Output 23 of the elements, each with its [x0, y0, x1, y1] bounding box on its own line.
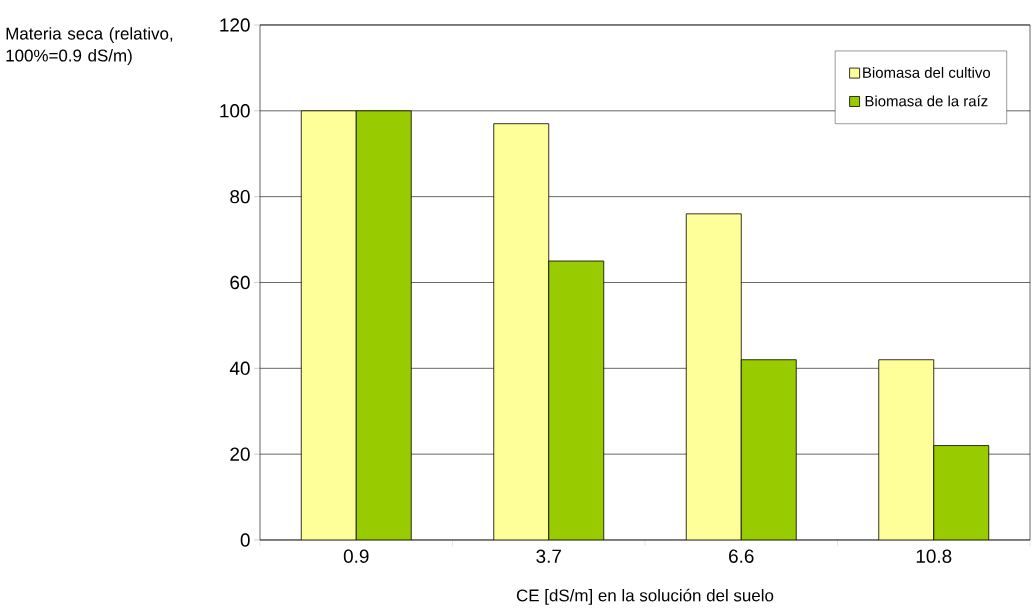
y-axis-title: Materia seca (relativo, 100%=0.9 dS/m): [6, 27, 173, 65]
bar: [300, 110, 357, 540]
y-tick-label: 0: [240, 533, 250, 547]
x-tick-label: 0.9: [343, 549, 369, 563]
bar: [933, 445, 990, 540]
bar: [878, 359, 935, 540]
x-tick-label: 6.6: [729, 549, 754, 563]
x-tick-label: 10.8: [916, 549, 952, 563]
y-tick-label: 60: [230, 275, 250, 290]
bar: [548, 260, 605, 540]
y-tick-label: 80: [230, 189, 250, 204]
bar: [355, 110, 412, 540]
y-tick-label: 120: [220, 18, 250, 32]
x-axis-title: CE [dS/m] en la solución del suelo: [516, 588, 774, 605]
y-tick-label: 20: [230, 447, 250, 461]
legend-label: Biomasa del cultivo: [863, 66, 991, 78]
bar: [493, 123, 550, 540]
bar: [740, 359, 797, 540]
bar: [685, 213, 742, 540]
legend-label: Biomasa de la raíz: [865, 95, 988, 107]
y-tick-label: 100: [220, 104, 250, 118]
y-tick-label: 40: [229, 361, 250, 376]
x-tick-label: 3.7: [536, 549, 561, 563]
